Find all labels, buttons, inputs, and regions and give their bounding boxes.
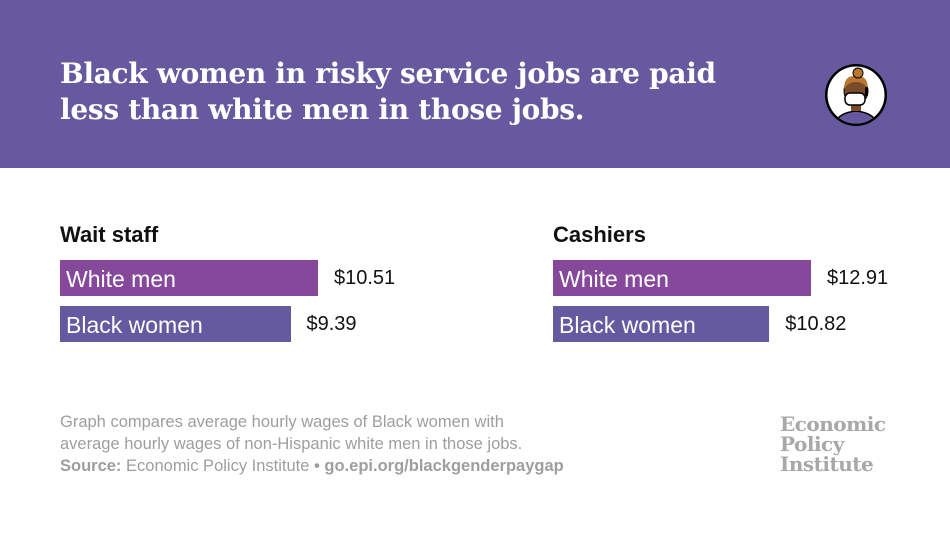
- chart-title: Black women in risky service jobs are pa…: [60, 57, 716, 126]
- bar-row: Black women $9.39: [60, 306, 440, 342]
- value-label: $10.51: [334, 267, 396, 289]
- logo-line: Economic: [780, 412, 886, 436]
- bar-row: Black women $10.82: [553, 306, 933, 342]
- logo-line: Institute: [780, 452, 874, 476]
- value-label: $10.82: [785, 313, 847, 335]
- wait-staff-panel: Wait staff White men $10.51 Black women …: [60, 222, 440, 352]
- source-name: Economic Policy Institute: [126, 457, 310, 475]
- note-line: Graph compares average hourly wages of B…: [60, 413, 504, 431]
- logo-line: Policy: [780, 432, 844, 456]
- bar-white-men: White men: [553, 260, 811, 296]
- bar-black-women: Black women: [553, 306, 770, 342]
- source-line: Source: Economic Policy Institute • go.e…: [60, 455, 564, 477]
- source-label: Source:: [60, 457, 122, 475]
- header-banner: Black women in risky service jobs are pa…: [0, 0, 950, 168]
- cashiers-panel: Cashiers White men $12.91 Black women $1…: [553, 222, 933, 352]
- source-link[interactable]: go.epi.org/blackgenderpaygap: [324, 457, 564, 475]
- bar-white-men: White men: [60, 260, 318, 296]
- note-line: average hourly wages of non-Hispanic whi…: [60, 435, 523, 453]
- panel-title: Wait staff: [60, 222, 159, 247]
- epi-logo: Economic Policy Institute: [780, 414, 886, 474]
- bar-black-women: Black women: [60, 306, 291, 342]
- value-label: $9.39: [306, 313, 357, 335]
- value-label: $12.91: [827, 267, 889, 289]
- panel-title: Cashiers: [553, 222, 646, 247]
- bullet: •: [314, 457, 320, 475]
- bar-row: White men $10.51: [60, 260, 440, 296]
- footnote: Graph compares average hourly wages of B…: [60, 411, 564, 477]
- masked-woman-avatar-icon: [825, 64, 887, 126]
- bar-row: White men $12.91: [553, 260, 933, 296]
